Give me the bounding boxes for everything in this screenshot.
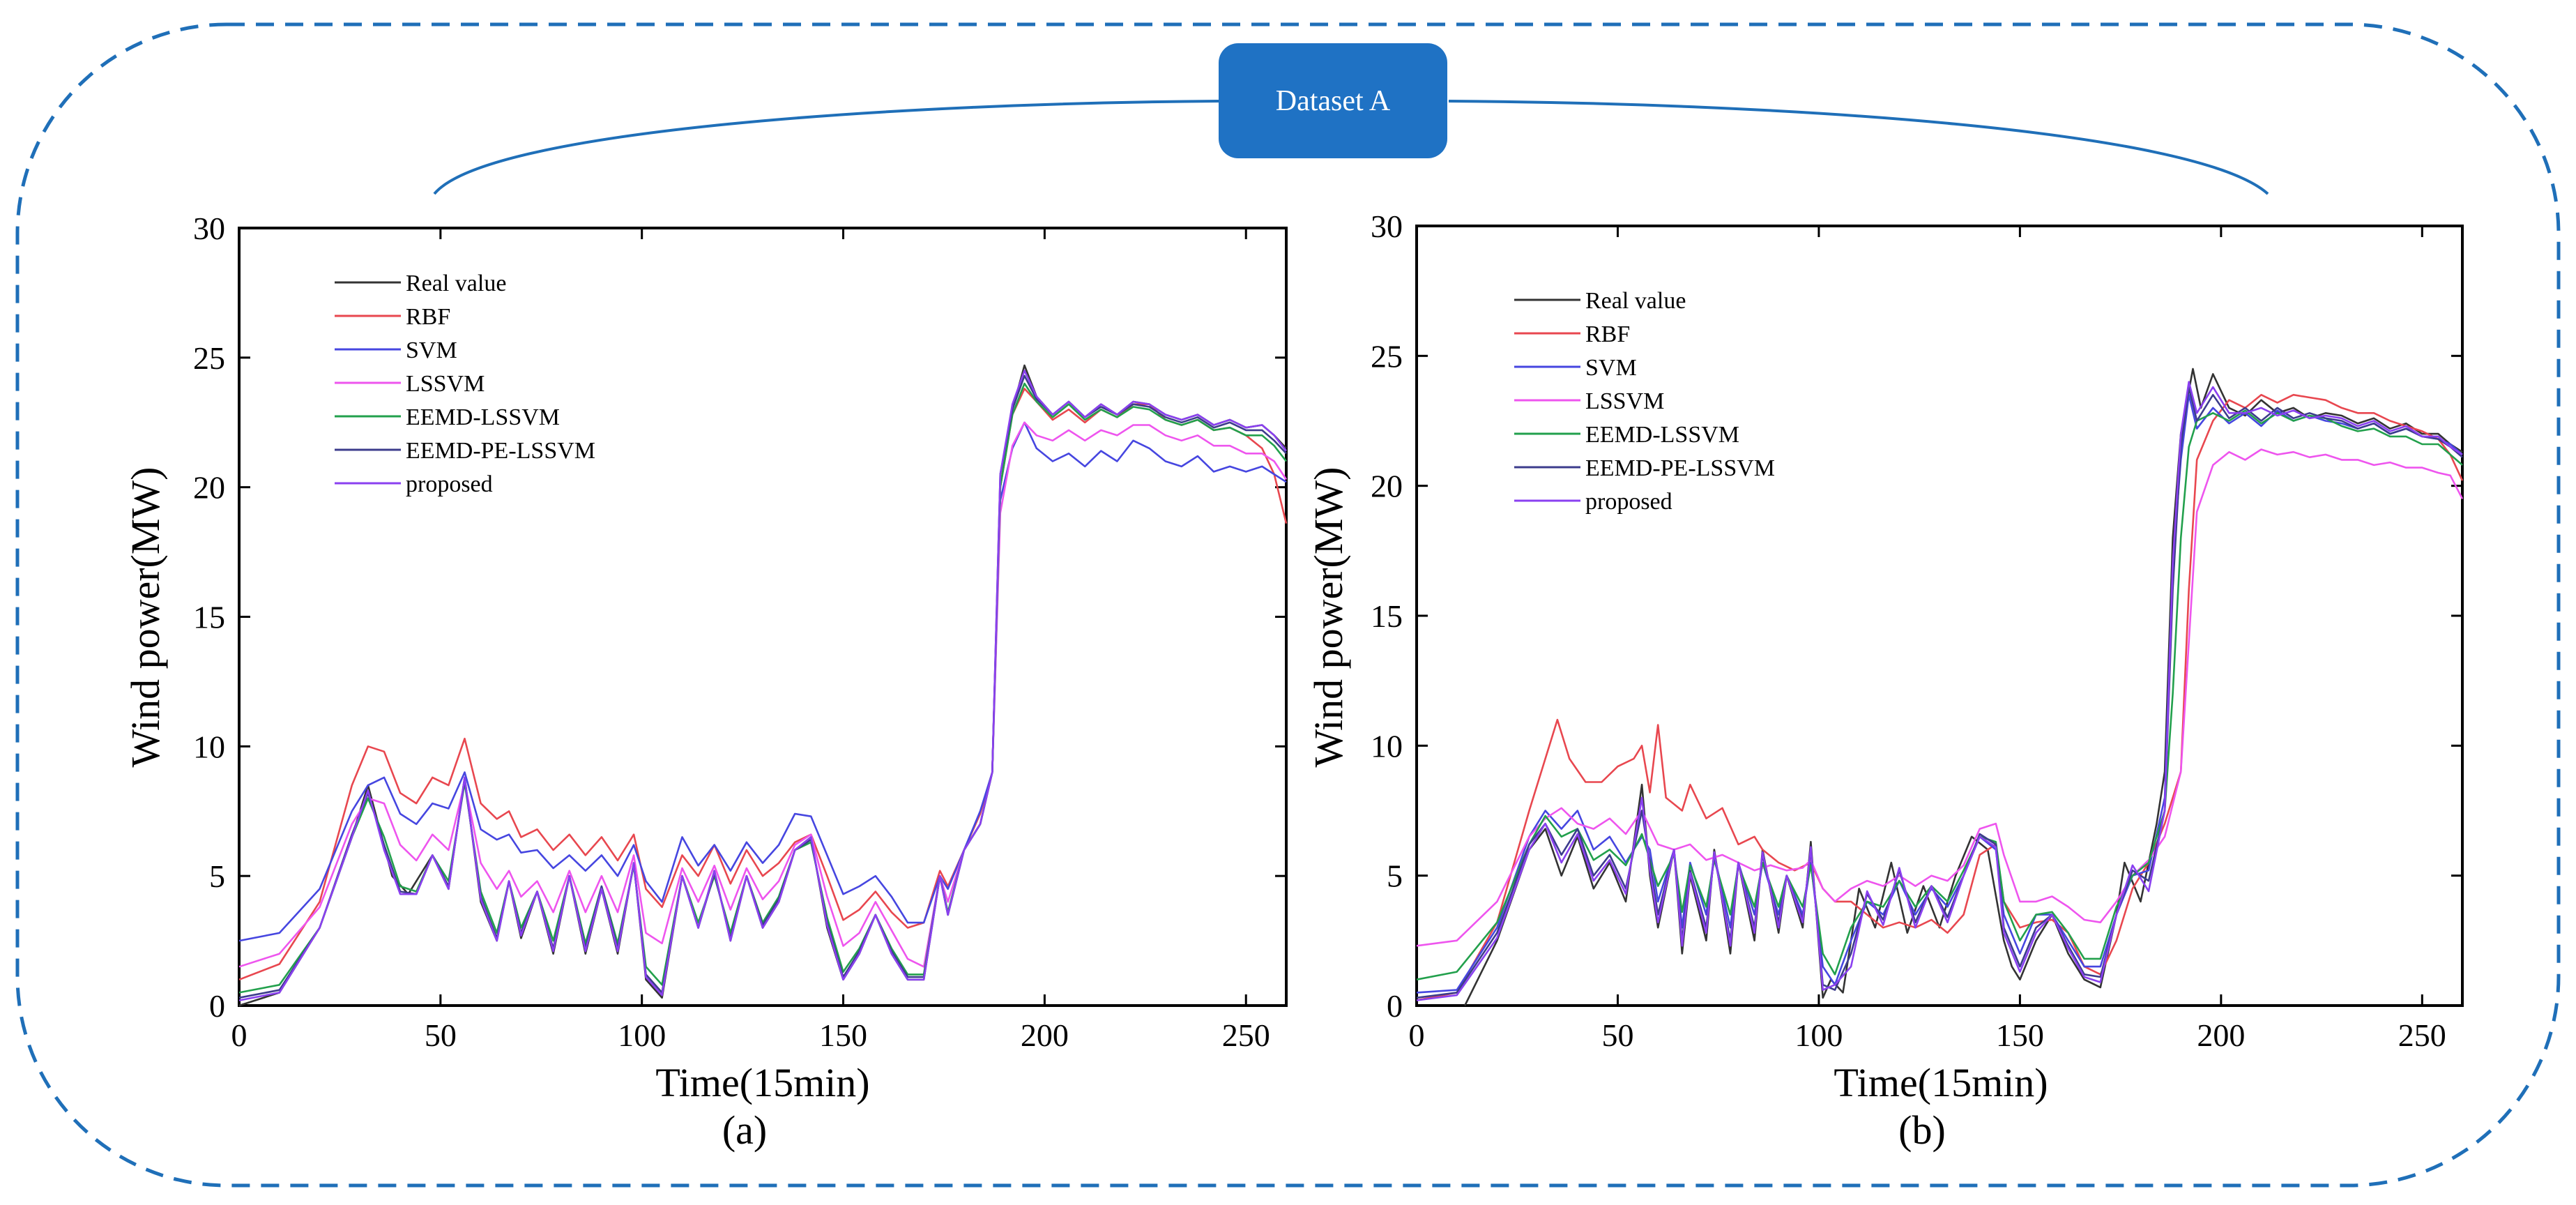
panel-label-a: (a) — [722, 1107, 767, 1153]
legend-label: RBF — [1585, 321, 1630, 347]
legend-label: LSSVM — [406, 371, 485, 397]
y-tick-label: 0 — [1387, 988, 1403, 1024]
axes-a: 0 50 100 150 200 250 0 5 10 15 20 25 30 — [193, 211, 1286, 1053]
y-tick-label: 25 — [1371, 338, 1403, 374]
panel-label-b: (b) — [1898, 1107, 1946, 1153]
x-tick-label: 200 — [2197, 1017, 2245, 1053]
series-line-proposed — [1416, 381, 2463, 1001]
x-axis-label-a: Time(15min) — [655, 1060, 869, 1105]
y-tick-label: 5 — [1387, 858, 1403, 894]
y-tick-label: 5 — [209, 858, 225, 894]
series-line-eemd-lssvm — [1416, 409, 2463, 980]
x-tick-label: 250 — [2398, 1017, 2446, 1053]
legend-b: Real value RBF SVM LSSVM EEMD-LSSVM EEMD-PE-L… — [1514, 288, 1775, 515]
y-tick-label: 30 — [193, 211, 225, 246]
y-axis-label-a: Wind power(MW) — [123, 467, 168, 768]
series-group-b — [1416, 367, 2464, 1006]
legend-label: proposed — [406, 471, 493, 497]
plot-area-b — [1415, 225, 2464, 1007]
y-tick-label: 30 — [1371, 209, 1403, 244]
y-tick-label: 0 — [209, 988, 225, 1024]
legend-label: Real value — [1585, 288, 1686, 314]
legend-label: EEMD-LSSVM — [406, 404, 560, 430]
x-tick-label: 250 — [1222, 1017, 1270, 1053]
y-tick-label: 20 — [1371, 469, 1403, 504]
x-tick-label: 0 — [231, 1017, 247, 1053]
y-tick-label: 15 — [193, 600, 225, 635]
legend-label: EEMD-LSSVM — [1585, 422, 1739, 448]
x-tick-label: 100 — [1794, 1017, 1843, 1053]
y-tick-label: 25 — [193, 340, 225, 376]
x-tick-label: 200 — [1021, 1017, 1069, 1053]
legend-a: Real value RBF SVM LSSVM EEMD-LSSVM EEMD-PE-L… — [335, 271, 595, 497]
dataset-box — [1219, 43, 1447, 158]
dataset-label: Dataset A — [1276, 85, 1391, 117]
chart-panel-a: 0 50 100 150 200 250 0 5 10 15 20 25 30 Real value RB… — [123, 211, 1288, 1153]
y-axis-label-b: Wind power(MW) — [1306, 467, 1351, 768]
legend-label: RBF — [406, 304, 450, 330]
series-line-lssvm — [1416, 448, 2464, 947]
legend-label: SVM — [406, 338, 457, 363]
series-line-rbf — [1416, 393, 2464, 1001]
x-tick-label: 150 — [1996, 1017, 2044, 1053]
dashed-frame — [15, 22, 2561, 1188]
series-line-svm — [238, 421, 1287, 942]
y-tick-label: 10 — [193, 729, 225, 764]
y-tick-label: 10 — [1371, 728, 1403, 764]
legend-label: Real value — [406, 271, 506, 296]
series-group-a — [238, 364, 1288, 1007]
x-tick-label: 100 — [618, 1017, 666, 1053]
legend-label: LSSVM — [1585, 388, 1664, 414]
x-axis-label-b: Time(15min) — [1834, 1060, 2048, 1105]
legend-label: proposed — [1585, 489, 1672, 515]
x-tick-label: 50 — [425, 1017, 457, 1053]
bracket-arc — [433, 100, 2269, 195]
plot-area-a — [238, 227, 1288, 1007]
dataset-header: Dataset A — [1219, 43, 1447, 158]
chart-panel-b: 0 50 100 150 200 250 0 5 10 15 20 25 30 Real value RB… — [1306, 209, 2464, 1153]
legend-label: SVM — [1585, 355, 1637, 381]
x-tick-label: 0 — [1409, 1017, 1425, 1053]
x-tick-label: 150 — [819, 1017, 867, 1053]
axes-b: 0 50 100 150 200 250 0 5 10 15 20 25 30 — [1371, 209, 2462, 1053]
legend-label: EEMD-PE-LSSVM — [406, 438, 595, 464]
series-line-lssvm — [238, 421, 1288, 968]
legend-label: EEMD-PE-LSSVM — [1585, 455, 1775, 481]
x-tick-label: 50 — [1601, 1017, 1633, 1053]
y-tick-label: 20 — [193, 470, 225, 506]
series-line-proposed — [238, 370, 1288, 1001]
y-tick-label: 15 — [1371, 598, 1403, 634]
